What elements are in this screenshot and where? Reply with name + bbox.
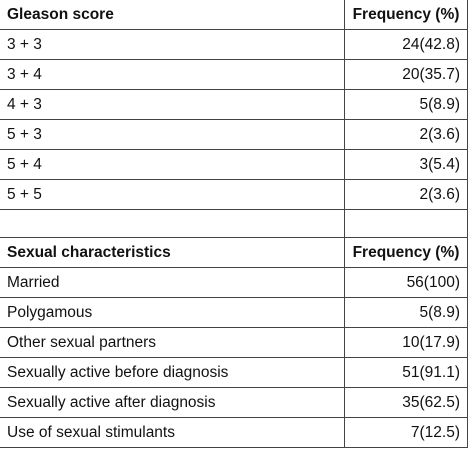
- table-row: Married 56(100): [0, 267, 468, 298]
- row-label: Sexually active after diagnosis: [0, 387, 345, 418]
- row-label: Polygamous: [0, 297, 345, 328]
- table-row: Other sexual partners 10(17.9): [0, 327, 468, 358]
- row-value: 3(5.4): [344, 149, 468, 180]
- table-row: Use of sexual stimulants 7(12.5): [0, 417, 468, 448]
- sexual-header-value: Frequency (%): [344, 237, 468, 268]
- row-label: Use of sexual stimulants: [0, 417, 345, 448]
- row-value: 7(12.5): [344, 417, 468, 448]
- sexual-header-label: Sexual characteristics: [0, 237, 345, 268]
- spacer-row: [0, 209, 468, 238]
- row-label: 3 + 3: [0, 29, 345, 60]
- row-label: 5 + 4: [0, 149, 345, 180]
- table-row: 3 + 4 20(35.7): [0, 59, 468, 90]
- row-value: 51(91.1): [344, 357, 468, 388]
- row-value: 2(3.6): [344, 179, 468, 210]
- row-value: 56(100): [344, 267, 468, 298]
- table-row: 5 + 4 3(5.4): [0, 149, 468, 180]
- row-label: 3 + 4: [0, 59, 345, 90]
- row-value: 5(8.9): [344, 297, 468, 328]
- row-label: 5 + 5: [0, 179, 345, 210]
- row-label: Married: [0, 267, 345, 298]
- row-value: 35(62.5): [344, 387, 468, 418]
- table-row: 5 + 5 2(3.6): [0, 179, 468, 210]
- table-row: 5 + 3 2(3.6): [0, 119, 468, 150]
- table-row: 4 + 3 5(8.9): [0, 89, 468, 120]
- table-row: Sexually active after diagnosis 35(62.5): [0, 387, 468, 418]
- table-row: Sexually active before diagnosis 51(91.1…: [0, 357, 468, 388]
- gleason-header-value: Frequency (%): [344, 0, 468, 30]
- gleason-header-row: Gleason score Frequency (%): [0, 0, 468, 30]
- table-row: Polygamous 5(8.9): [0, 297, 468, 328]
- gleason-header-label: Gleason score: [0, 0, 345, 30]
- frequency-table: Gleason score Frequency (%) 3 + 3 24(42.…: [0, 0, 468, 448]
- row-value: 5(8.9): [344, 89, 468, 120]
- sexual-header-row: Sexual characteristics Frequency (%): [0, 237, 468, 268]
- row-label: 4 + 3: [0, 89, 345, 120]
- row-value: 2(3.6): [344, 119, 468, 150]
- row-value: 20(35.7): [344, 59, 468, 90]
- row-label: Other sexual partners: [0, 327, 345, 358]
- spacer-cell: [0, 209, 345, 238]
- row-value: 10(17.9): [344, 327, 468, 358]
- row-label: Sexually active before diagnosis: [0, 357, 345, 388]
- row-value: 24(42.8): [344, 29, 468, 60]
- table-row: 3 + 3 24(42.8): [0, 29, 468, 60]
- row-label: 5 + 3: [0, 119, 345, 150]
- spacer-cell: [344, 209, 468, 238]
